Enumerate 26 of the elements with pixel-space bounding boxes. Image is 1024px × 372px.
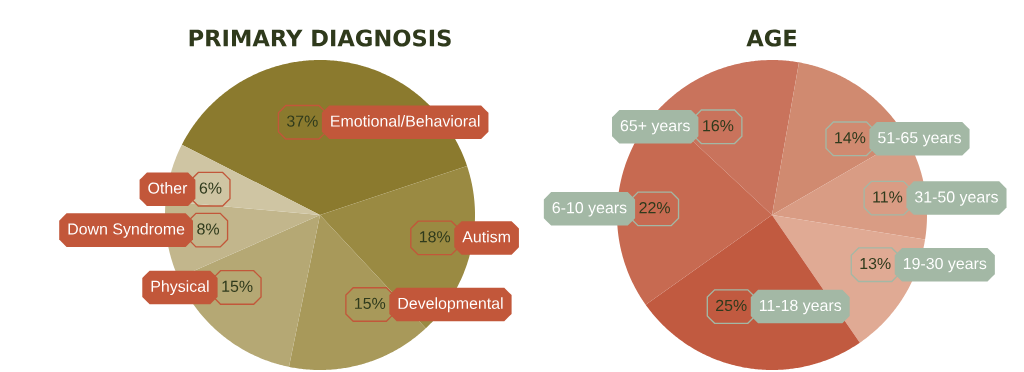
data-label: 22% <box>639 202 670 214</box>
slice-label: 31-50 years <box>914 191 998 206</box>
slice-label: 65+ years <box>620 120 690 135</box>
slice-label: Physical <box>151 280 209 296</box>
data-label: 8% <box>197 223 220 235</box>
data-label: 16% <box>703 120 734 132</box>
data-label: 13% <box>860 257 891 270</box>
data-label: 14% <box>835 132 866 144</box>
slice-label: 19-30 years <box>903 257 987 273</box>
slice-label: 51-65 years <box>878 132 961 147</box>
chart-title: PRIMARY DIAGNOSIS <box>189 29 451 47</box>
slice-label: Other <box>148 182 188 194</box>
data-label: 18% <box>419 231 451 243</box>
slice-label: Down Syndrome <box>68 222 185 238</box>
data-label: 25% <box>716 299 747 312</box>
slice-label: Developmental <box>398 297 503 313</box>
slice-label: 6-10 years <box>552 202 627 217</box>
data-label: 15% <box>355 297 386 309</box>
data-label: 6% <box>199 182 222 194</box>
data-label: 11% <box>873 191 903 203</box>
chart-title: AGE <box>746 29 797 47</box>
slice-label: Emotional/Behavioral <box>331 115 480 127</box>
slice-label: Autism <box>462 230 510 243</box>
data-label: 15% <box>222 280 253 292</box>
slice-label: 11-18 years <box>759 299 842 315</box>
data-label: 37% <box>287 115 318 127</box>
